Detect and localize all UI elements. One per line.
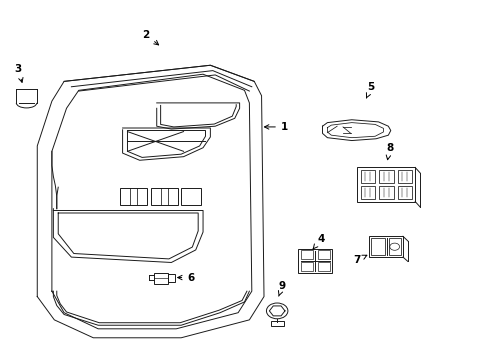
Text: 2: 2: [142, 30, 158, 45]
Bar: [388, 238, 400, 255]
Bar: [317, 262, 329, 271]
Bar: [298, 249, 331, 273]
Text: 1: 1: [264, 122, 287, 132]
Text: 4: 4: [312, 234, 325, 249]
Bar: [360, 170, 374, 183]
Bar: [167, 274, 175, 282]
Bar: [300, 250, 312, 259]
Text: 6: 6: [177, 273, 194, 283]
Bar: [317, 250, 329, 259]
Text: 9: 9: [278, 281, 285, 296]
Bar: [181, 188, 200, 205]
Bar: [154, 273, 167, 284]
Bar: [356, 167, 414, 202]
Bar: [370, 238, 384, 255]
Bar: [300, 262, 312, 271]
Text: 5: 5: [366, 82, 374, 98]
Bar: [368, 236, 402, 257]
Bar: [378, 186, 393, 199]
Text: 8: 8: [386, 143, 393, 160]
Bar: [378, 170, 393, 183]
Text: 7: 7: [352, 255, 366, 265]
Bar: [151, 188, 177, 205]
Bar: [397, 170, 411, 183]
Bar: [397, 186, 411, 199]
Bar: [270, 321, 283, 326]
Text: 3: 3: [15, 64, 23, 82]
Bar: [120, 188, 147, 205]
Bar: [360, 186, 374, 199]
